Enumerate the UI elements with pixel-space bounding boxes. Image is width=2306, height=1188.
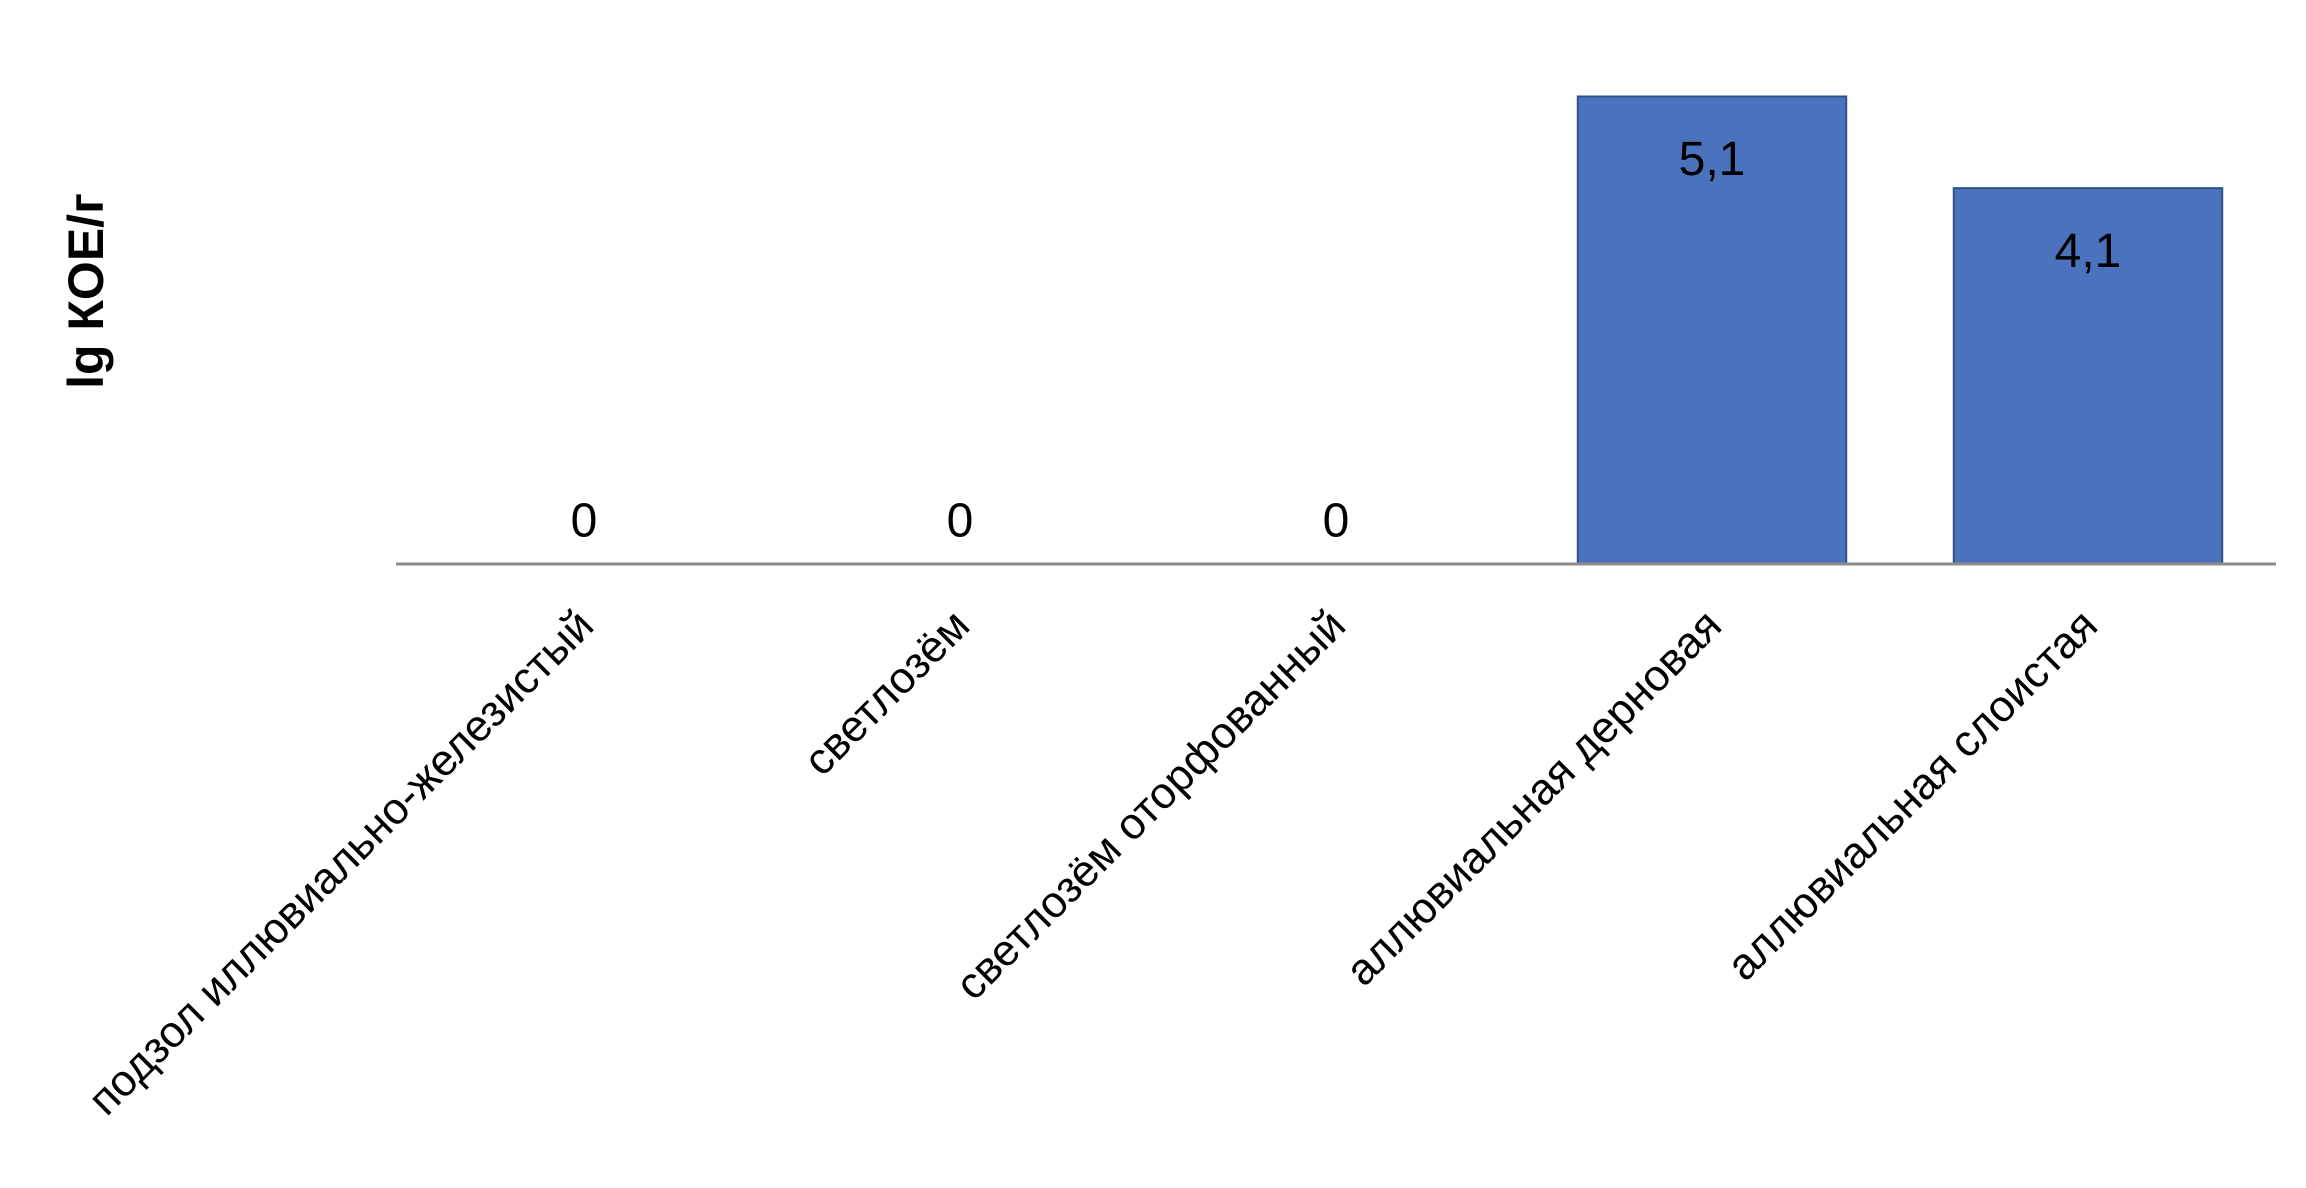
value-label: 0 (1323, 495, 1350, 548)
value-label: 0 (571, 495, 598, 548)
x-tick-label: светлозём (794, 600, 979, 785)
bar (1952, 187, 2224, 566)
value-label: 0 (947, 495, 974, 548)
x-tick-label: подзол иллювиально-железистый (79, 600, 603, 1124)
value-label: 4,1 (2055, 225, 2122, 278)
value-label: 5,1 (1679, 133, 1746, 186)
x-tick-label: аллювиальная слоистая (1718, 600, 2108, 990)
y-axis-label: lg КОЕ/г (58, 193, 114, 389)
x-tick-label: светлозём оторфованный (946, 600, 1355, 1009)
x-tick-label: аллювиальная дерновая (1336, 600, 1731, 995)
bar (1576, 95, 1848, 565)
